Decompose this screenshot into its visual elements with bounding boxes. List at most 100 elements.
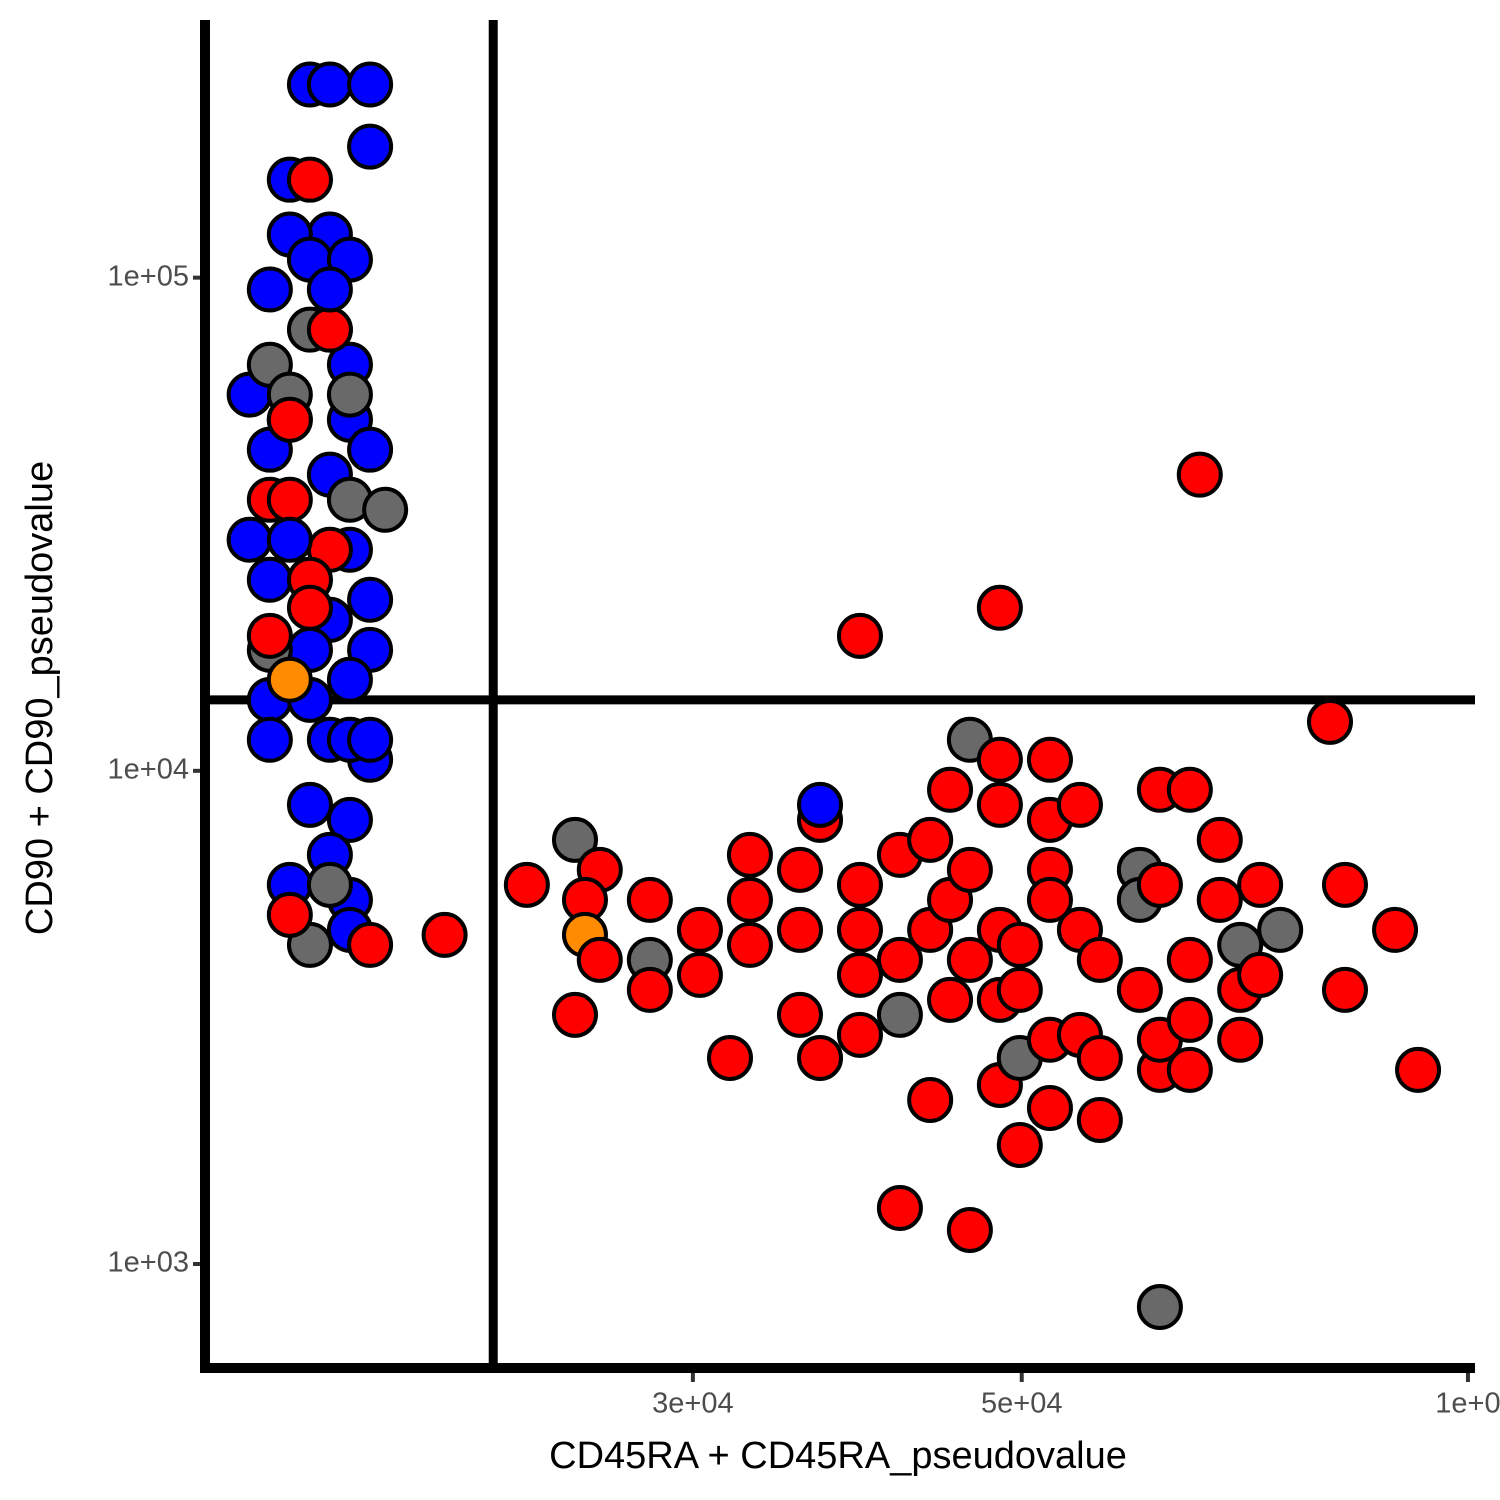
point <box>347 716 394 763</box>
y-axis-title: CD90 + CD90_pseudovalue <box>19 461 61 935</box>
point <box>1136 1284 1183 1331</box>
point <box>266 656 313 703</box>
point <box>1395 1046 1442 1093</box>
y-tick-label: 1e+03 <box>108 1247 189 1279</box>
point <box>946 1206 993 1253</box>
point <box>706 1034 753 1081</box>
point <box>1166 1046 1213 1093</box>
point <box>347 426 394 473</box>
point <box>976 584 1023 631</box>
point <box>1237 951 1284 998</box>
point <box>1176 451 1223 498</box>
point <box>246 716 293 763</box>
point <box>976 781 1023 828</box>
point <box>347 123 394 170</box>
point <box>1116 966 1163 1013</box>
point <box>676 951 723 998</box>
point <box>1257 906 1304 953</box>
point <box>266 891 313 938</box>
point <box>726 831 773 878</box>
point <box>503 861 550 908</box>
point <box>347 576 394 623</box>
point <box>1217 1016 1264 1063</box>
point <box>626 966 673 1013</box>
point <box>726 921 773 968</box>
point <box>362 486 409 533</box>
point <box>306 861 353 908</box>
point <box>1026 736 1073 783</box>
point <box>836 1011 883 1058</box>
point <box>306 266 353 313</box>
point <box>927 766 974 813</box>
y-tick-label: 1e+05 <box>108 260 189 292</box>
x-axis-title: CD45RA + CD45RA_pseudovalue <box>549 1435 1127 1477</box>
point <box>1237 861 1284 908</box>
point <box>326 656 373 703</box>
point <box>626 876 673 923</box>
point <box>226 516 273 563</box>
point <box>421 911 468 958</box>
y-tick-label: 1e+04 <box>108 753 189 785</box>
point <box>1056 781 1103 828</box>
point <box>1196 816 1243 863</box>
point <box>246 612 293 659</box>
point <box>836 612 883 659</box>
point <box>551 816 598 863</box>
point <box>1166 936 1213 983</box>
point <box>551 991 598 1038</box>
point <box>1372 906 1419 953</box>
point <box>347 61 394 108</box>
point <box>776 846 823 893</box>
point <box>286 781 333 828</box>
point <box>326 371 373 418</box>
point <box>836 861 883 908</box>
point <box>1166 766 1213 813</box>
x-tick-label: 3e+04 <box>652 1388 733 1420</box>
point <box>1026 876 1073 923</box>
point <box>996 966 1043 1013</box>
point <box>996 921 1043 968</box>
point <box>876 1184 923 1231</box>
point <box>266 516 313 563</box>
point <box>797 1034 844 1081</box>
x-tick-label: 5e+04 <box>981 1388 1062 1420</box>
point <box>1321 966 1368 1013</box>
point <box>576 936 623 983</box>
point <box>836 951 883 998</box>
point <box>946 846 993 893</box>
point <box>1026 1084 1073 1131</box>
point <box>286 156 333 203</box>
point <box>996 1121 1043 1168</box>
point <box>246 556 293 603</box>
point <box>776 991 823 1038</box>
point <box>1076 1034 1123 1081</box>
point <box>1196 876 1243 923</box>
point <box>836 906 883 953</box>
point <box>1136 861 1183 908</box>
point <box>347 921 394 968</box>
x-tick-label: 1e+0 <box>1435 1388 1500 1420</box>
point <box>1321 861 1368 908</box>
point <box>907 816 954 863</box>
point <box>306 306 353 353</box>
point <box>266 396 313 443</box>
point <box>776 906 823 953</box>
point <box>1076 1096 1123 1143</box>
point <box>797 781 844 828</box>
point <box>907 1076 954 1123</box>
point <box>876 991 923 1038</box>
point <box>326 796 373 843</box>
point <box>286 584 333 631</box>
point <box>927 976 974 1023</box>
point <box>876 936 923 983</box>
point <box>676 906 723 953</box>
point <box>726 876 773 923</box>
point <box>266 476 313 523</box>
point <box>1306 698 1353 745</box>
point <box>1076 936 1123 983</box>
point <box>1166 996 1213 1043</box>
point <box>246 266 293 313</box>
point <box>306 61 353 108</box>
